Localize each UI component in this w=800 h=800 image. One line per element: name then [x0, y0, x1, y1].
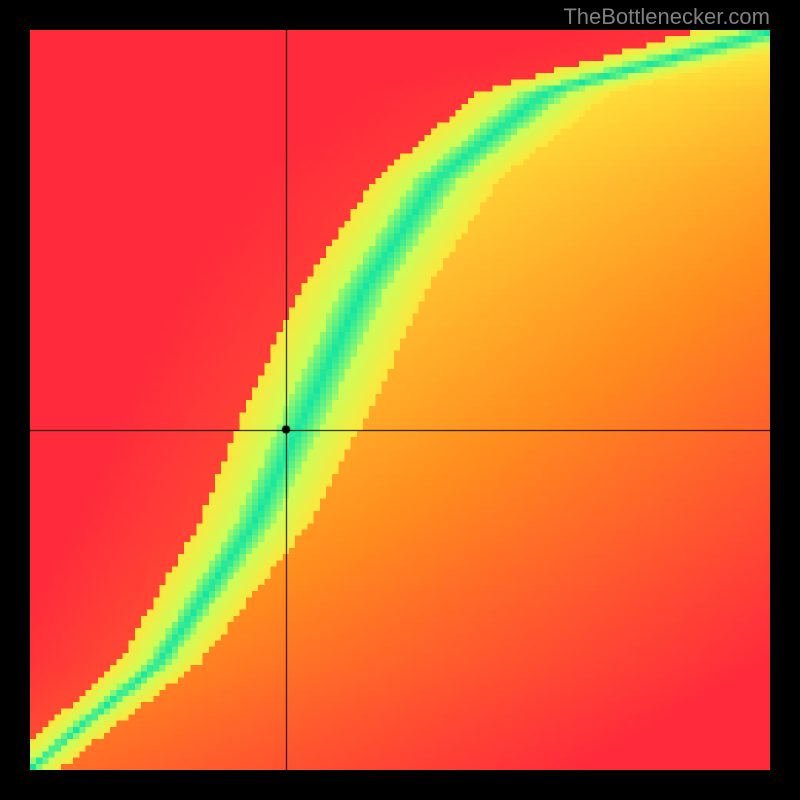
- root: TheBottlenecker.com: [0, 0, 800, 800]
- crosshair-overlay: [30, 30, 770, 770]
- watermark-label: TheBottlenecker.com: [563, 4, 770, 30]
